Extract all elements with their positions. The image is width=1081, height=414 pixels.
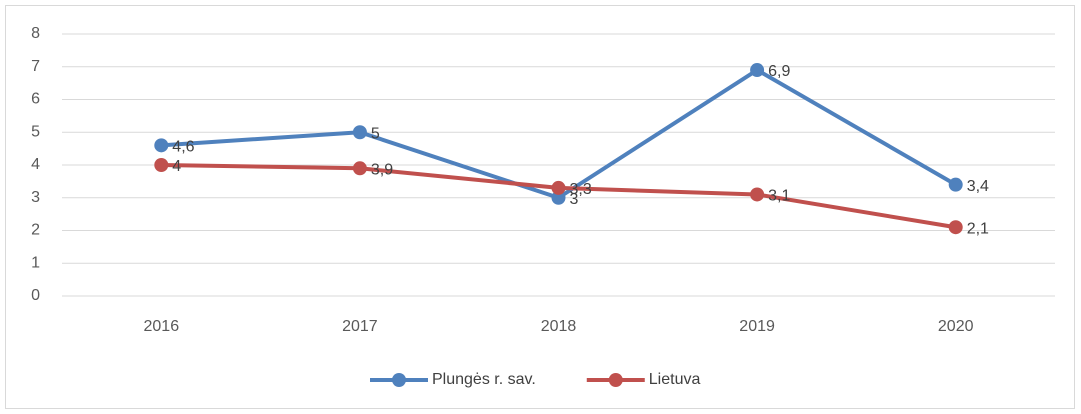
data-label: 6,9 <box>768 63 790 80</box>
data-label: 3,9 <box>371 161 393 178</box>
point <box>750 63 765 78</box>
point <box>750 187 765 202</box>
y-tick-label: 2 <box>31 222 40 239</box>
y-tick-label: 8 <box>31 25 40 42</box>
point <box>948 220 963 235</box>
x-tick-label: 2018 <box>541 318 577 335</box>
y-tick-label: 4 <box>31 156 40 173</box>
y-tick-label: 6 <box>31 91 40 108</box>
data-label: 2,1 <box>967 220 989 237</box>
point <box>551 190 566 205</box>
point <box>352 125 367 140</box>
y-tick-label: 5 <box>31 123 40 140</box>
y-tick-label: 3 <box>31 189 40 206</box>
point <box>154 138 169 153</box>
x-tick-label: 2017 <box>342 318 378 335</box>
y-tick-label: 7 <box>31 58 40 75</box>
x-tick-label: 2016 <box>144 318 180 335</box>
data-label: 3 <box>570 191 579 208</box>
legend-label: Lietuva <box>649 371 701 388</box>
x-tick-label: 2019 <box>739 318 775 335</box>
point <box>551 180 566 195</box>
data-label: 5 <box>371 125 380 142</box>
chart-border <box>5 5 1075 409</box>
y-tick-label: 0 <box>31 287 40 304</box>
data-label: 4,6 <box>172 139 194 156</box>
data-label: 4 <box>172 158 181 175</box>
legend-label: Plungės r. sav. <box>432 371 536 388</box>
legend-marker <box>392 373 406 387</box>
data-label: 3,3 <box>570 181 592 198</box>
y-tick-label: 1 <box>31 254 40 271</box>
legend-marker <box>608 373 623 387</box>
data-label: 3,1 <box>768 188 790 205</box>
point <box>352 161 367 176</box>
point <box>154 158 169 172</box>
x-tick-label: 2020 <box>938 318 974 335</box>
data-label: 3,4 <box>967 178 989 195</box>
point <box>948 177 963 192</box>
